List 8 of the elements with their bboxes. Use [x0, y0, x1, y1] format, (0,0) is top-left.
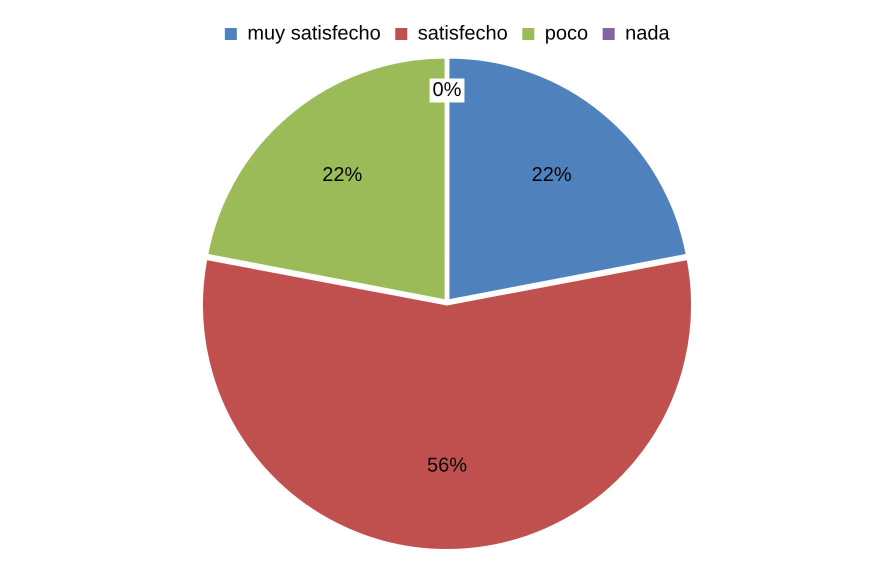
- text: 0%: [432, 79, 462, 102]
- legend-label: muy satisfecho: [247, 22, 381, 45]
- data-label: 22%: [532, 164, 572, 186]
- data-label: 22%: [322, 164, 363, 186]
- data-label: 56%: [426, 454, 468, 477]
- legend-label: poco: [544, 22, 588, 45]
- legend-label: satisfecho: [418, 22, 508, 45]
- legend-label: nada: [625, 22, 671, 45]
